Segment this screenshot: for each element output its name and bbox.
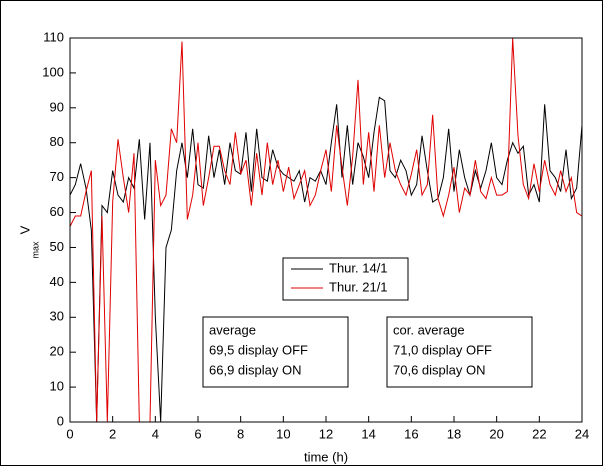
- y-tick-label: 100: [42, 64, 64, 79]
- annotation-text: average: [209, 322, 256, 337]
- annotation-text: 70,6 display ON: [393, 362, 486, 377]
- x-tick-label: 4: [152, 426, 159, 441]
- y-axis-label-sub: max: [30, 241, 40, 259]
- plot-frame: [69, 37, 583, 423]
- x-tick-label: 12: [319, 426, 333, 441]
- data-line: [70, 37, 582, 423]
- y-tick-label: 10: [50, 379, 64, 394]
- y-tick-label: 40: [50, 274, 64, 289]
- x-tick-label: 8: [237, 426, 244, 441]
- legend-box: [282, 257, 409, 301]
- y-tick-label: 110: [43, 29, 64, 44]
- annotation-box: [386, 316, 533, 388]
- y-tick-label: 90: [50, 99, 64, 114]
- x-tick-label: 16: [404, 426, 418, 441]
- annotation-text: 69,5 display OFF: [209, 342, 308, 357]
- y-tick-label: 0: [57, 413, 64, 428]
- x-tick-label: 14: [361, 426, 375, 441]
- x-tick-label: 20: [489, 426, 503, 441]
- x-axis-label: time (h): [304, 449, 348, 464]
- legend-label: Thur. 21/1: [329, 279, 388, 294]
- annotation-text: cor. average: [393, 322, 465, 337]
- annotation-text: 66,9 display ON: [209, 362, 302, 377]
- y-tick-label: 20: [50, 344, 64, 359]
- y-tick-label: 80: [50, 134, 64, 149]
- data-line: [70, 96, 582, 423]
- x-tick-label: 6: [194, 426, 201, 441]
- y-tick-label: 70: [50, 169, 64, 184]
- x-tick-label: 10: [276, 426, 290, 441]
- y-tick-label: 50: [50, 239, 64, 254]
- annotation-text: 71,0 display OFF: [393, 342, 492, 357]
- x-tick-label: 22: [532, 426, 546, 441]
- x-tick-label: 18: [447, 426, 461, 441]
- y-tick-label: 60: [50, 204, 64, 219]
- y-tick-label: 30: [50, 309, 64, 324]
- x-tick-label: 24: [575, 426, 589, 441]
- annotation-box: [202, 316, 349, 388]
- legend-label: Thur. 14/1: [329, 260, 388, 275]
- x-tick-label: 0: [66, 426, 73, 441]
- y-axis-label-main: V: [17, 225, 32, 234]
- x-tick-label: 2: [109, 426, 116, 441]
- y-axis-label: V max: [17, 225, 40, 258]
